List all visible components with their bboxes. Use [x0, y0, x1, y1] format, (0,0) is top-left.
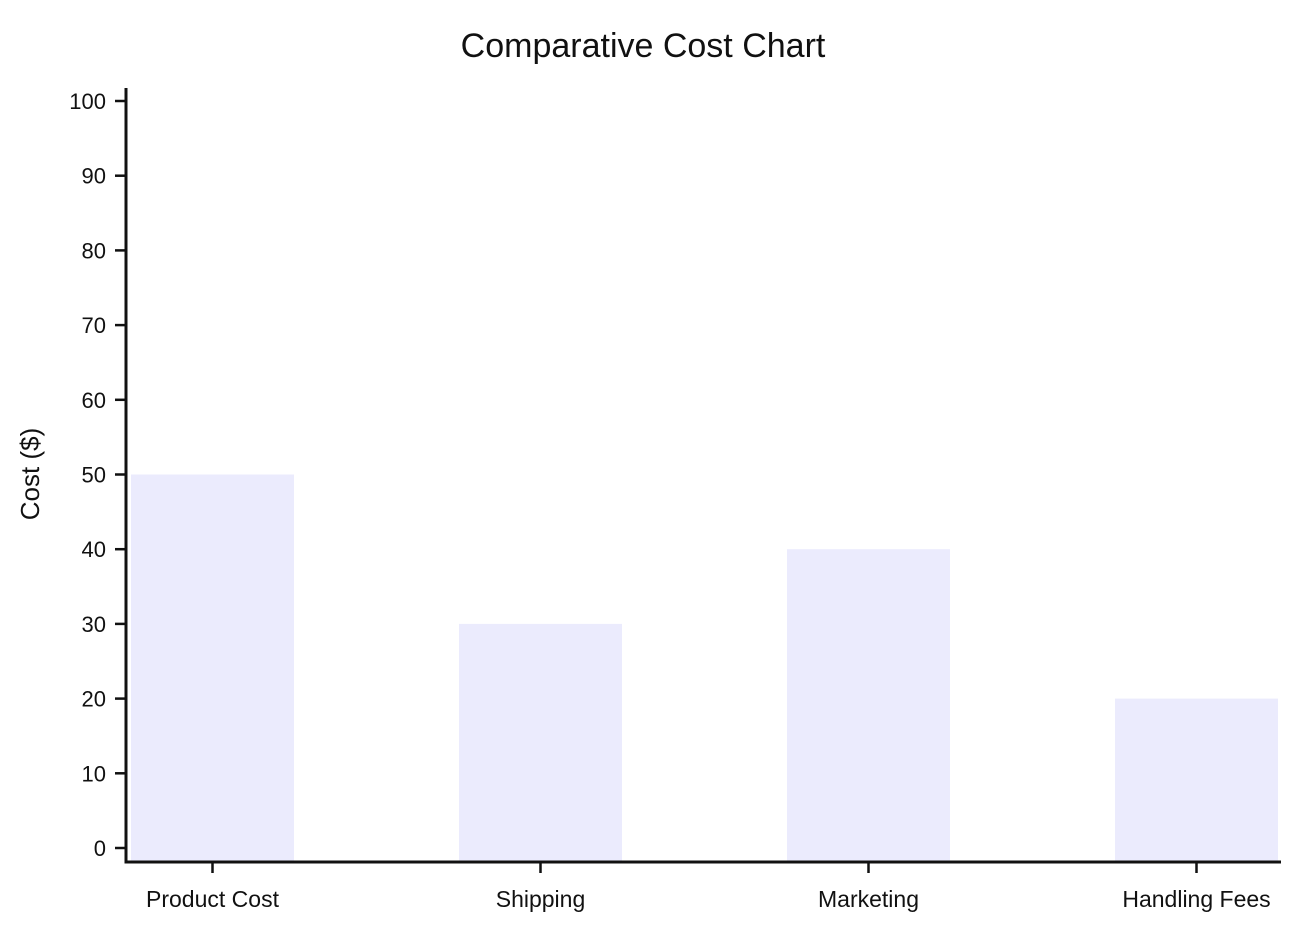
bar-shipping [459, 623, 622, 862]
y-tick-label: 80 [82, 238, 106, 263]
y-tick-label: 90 [82, 164, 106, 189]
y-tick-label: 20 [82, 687, 106, 712]
axes-group [124, 88, 1281, 864]
y-tick-label: 60 [82, 388, 106, 413]
y-axis-label: Cost ($) [15, 428, 45, 520]
y-tick-label: 100 [69, 89, 106, 114]
bar-handling-fees [1115, 698, 1278, 862]
x-tick-label: Product Cost [146, 886, 280, 912]
bar-marketing [787, 549, 950, 862]
bars-group [131, 474, 1278, 862]
bar-product-cost [131, 474, 294, 862]
y-tick-label: 70 [82, 313, 106, 338]
x-tick-label: Marketing [818, 886, 919, 912]
y-tick-label: 30 [82, 612, 106, 637]
x-tick-label: Handling Fees [1122, 886, 1270, 912]
y-tick-label: 10 [82, 761, 106, 786]
y-tick-label: 0 [94, 836, 106, 861]
x-tick-label: Shipping [496, 886, 586, 912]
x-ticks-group: Product Cost Shipping Marketing Handling Fe… [146, 862, 1271, 912]
y-tick-label: 40 [82, 537, 106, 562]
chart-title: Comparative Cost Chart [461, 27, 826, 65]
y-tick-label: 50 [82, 463, 106, 488]
y-ticks-group: 0 10 20 30 40 50 60 70 80 90 100 [69, 89, 126, 861]
